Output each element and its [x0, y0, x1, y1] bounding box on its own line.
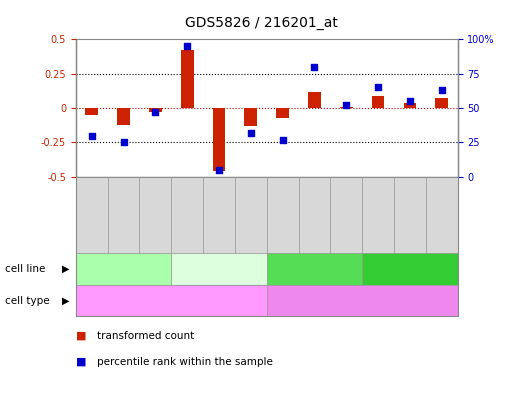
Text: GSM1692592: GSM1692592: [246, 190, 255, 241]
Text: KMS-34/Cfz: KMS-34/Cfz: [191, 264, 246, 274]
Point: [342, 102, 350, 108]
Text: transformed count: transformed count: [97, 331, 194, 341]
Bar: [435, 98, 448, 108]
Text: GSM1692587: GSM1692587: [87, 190, 96, 241]
Text: carfilzomib-resistant MM: carfilzomib-resistant MM: [111, 296, 231, 306]
Bar: [308, 92, 321, 108]
Text: KMS-11: KMS-11: [296, 264, 333, 274]
Point: [119, 139, 128, 145]
Point: [278, 136, 287, 143]
Text: GSM1692594: GSM1692594: [310, 189, 319, 241]
Text: GDS5826 / 216201_at: GDS5826 / 216201_at: [185, 16, 338, 30]
Text: cell line: cell line: [5, 264, 46, 274]
Bar: [181, 50, 194, 108]
Point: [215, 167, 223, 173]
Text: ▶: ▶: [62, 296, 69, 306]
Text: KMS-34: KMS-34: [392, 264, 428, 274]
Point: [310, 64, 319, 70]
Point: [374, 84, 382, 90]
Point: [247, 130, 255, 136]
Text: KMS-11/Cfz: KMS-11/Cfz: [96, 264, 151, 274]
Text: GSM1692596: GSM1692596: [373, 189, 383, 241]
Text: cell type: cell type: [5, 296, 50, 306]
Text: ■: ■: [76, 356, 86, 367]
Bar: [213, 108, 225, 171]
Text: ■: ■: [76, 331, 86, 341]
Text: GSM1692589: GSM1692589: [151, 190, 160, 241]
Bar: [244, 108, 257, 126]
Text: GSM1692595: GSM1692595: [342, 189, 351, 241]
Point: [406, 98, 414, 104]
Text: GSM1692590: GSM1692590: [183, 189, 192, 241]
Bar: [372, 95, 384, 108]
Bar: [404, 103, 416, 108]
Point: [183, 43, 191, 49]
Bar: [149, 108, 162, 112]
Bar: [85, 108, 98, 115]
Text: GSM1692588: GSM1692588: [119, 190, 128, 241]
Text: GSM1692598: GSM1692598: [437, 190, 446, 241]
Point: [438, 87, 446, 93]
Text: percentile rank within the sample: percentile rank within the sample: [97, 356, 272, 367]
Text: GSM1692591: GSM1692591: [214, 190, 223, 241]
Point: [87, 132, 96, 139]
Bar: [117, 108, 130, 125]
Text: ▶: ▶: [62, 264, 69, 274]
Text: parental MM: parental MM: [332, 296, 393, 306]
Bar: [340, 107, 353, 108]
Point: [151, 109, 160, 116]
Bar: [276, 108, 289, 118]
Text: GSM1692593: GSM1692593: [278, 189, 287, 241]
Text: GSM1692597: GSM1692597: [405, 189, 414, 241]
